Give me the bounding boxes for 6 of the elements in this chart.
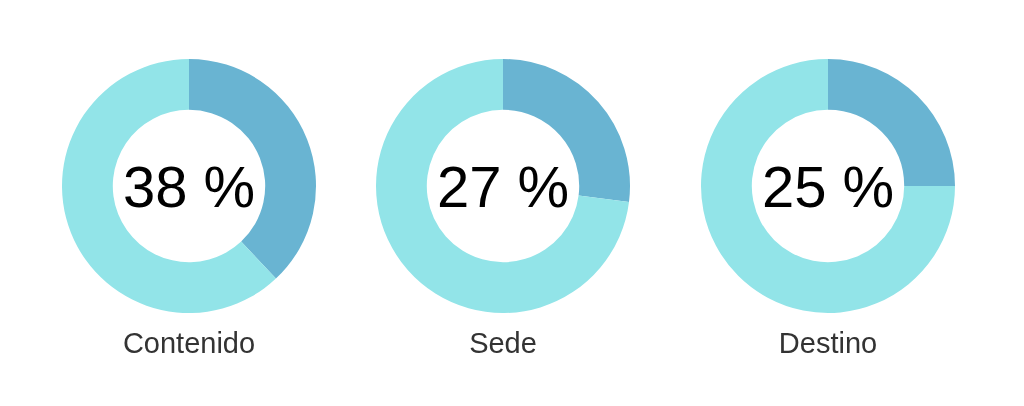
text: Destino [778, 327, 878, 359]
text: Contenido [122, 327, 256, 359]
text: 38 % [122, 153, 256, 219]
text: 25 % [761, 153, 895, 219]
text: 27 % [436, 153, 570, 219]
text: Sede [469, 327, 537, 359]
